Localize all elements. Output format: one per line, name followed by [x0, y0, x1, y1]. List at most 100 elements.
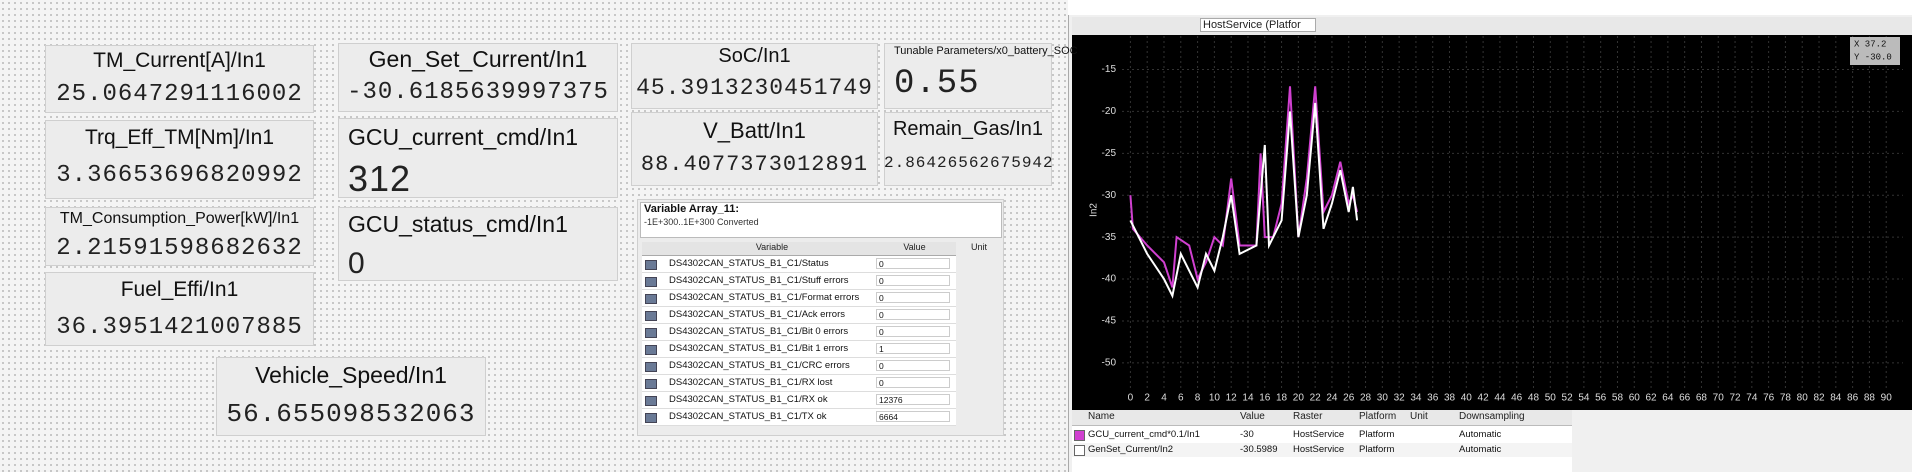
row-icon[interactable] — [645, 396, 657, 406]
x-tick-label: 58 — [1612, 393, 1624, 404]
variable-value[interactable]: 0 — [876, 258, 950, 269]
display-value: 45.3913230451749 — [636, 75, 873, 101]
x-tick-label: 14 — [1242, 393, 1254, 404]
variable-value[interactable]: 6664 — [876, 411, 950, 422]
plot-background — [1072, 35, 1912, 410]
display-label: Trq_Eff_TM[Nm]/In1 — [84, 126, 275, 149]
display-panel — [884, 43, 1052, 109]
display-panel — [338, 43, 618, 112]
variable-name: DS4302CAN_STATUS_B1_C1/CRC errors — [669, 360, 850, 371]
raster-select[interactable]: HostService (Platfor — [1200, 18, 1316, 32]
x-tick-label: 8 — [1195, 393, 1201, 404]
series-line — [1129, 86, 1359, 288]
legend-cell: Automatic — [1459, 444, 1502, 455]
x-tick-label: 44 — [1494, 393, 1506, 404]
table-header: Value — [903, 242, 926, 252]
y-axis-label: In2 — [1089, 203, 1100, 217]
x-tick-label: 10 — [1209, 393, 1221, 404]
row-icon[interactable] — [645, 311, 657, 321]
variable-value[interactable]: 0 — [876, 360, 950, 371]
x-tick-label: 68 — [1696, 393, 1708, 404]
legend-row — [1072, 428, 1572, 442]
x-tick-label: 6 — [1178, 393, 1184, 404]
x-tick-label: 50 — [1545, 393, 1557, 404]
x-tick-label: 20 — [1293, 393, 1305, 404]
variable-value[interactable]: 0 — [876, 275, 950, 286]
variable-name: DS4302CAN_STATUS_B1_C1/Stuff errors — [669, 275, 849, 286]
table-header-row — [642, 242, 956, 256]
x-tick-label: 78 — [1780, 393, 1792, 404]
variable-array-subtitle: -1E+300..1E+300 Converted — [644, 217, 759, 227]
x-tick-label: 12 — [1226, 393, 1238, 404]
x-tick-label: 86 — [1847, 393, 1859, 404]
display-label: V_Batt/In1 — [703, 118, 806, 143]
x-tick-label: 28 — [1360, 393, 1372, 404]
display-value: 0 — [348, 247, 366, 280]
variable-name: DS4302CAN_STATUS_B1_C1/TX ok — [669, 411, 827, 422]
display-value: 56.655098532063 — [226, 399, 476, 429]
cursor-readout-x: X 37.2 — [1854, 39, 1886, 49]
variable-value[interactable]: 0 — [876, 292, 950, 303]
x-tick-label: 88 — [1864, 393, 1876, 404]
x-tick-label: 26 — [1343, 393, 1355, 404]
variable-value[interactable]: 12376 — [876, 394, 950, 405]
display-value: 3.36653696820992 — [56, 162, 303, 189]
row-icon[interactable] — [645, 260, 657, 270]
cursor-readout-y: Y -30.0 — [1854, 52, 1892, 62]
legend-cell: -30 — [1240, 429, 1254, 440]
variable-name: DS4302CAN_STATUS_B1_C1/Status — [669, 258, 829, 269]
legend-header: Value — [1240, 411, 1265, 422]
row-icon[interactable] — [645, 379, 657, 389]
y-tick-label: -30 — [1102, 190, 1117, 201]
variable-array-title: Variable Array_11: — [644, 203, 739, 215]
row-icon[interactable] — [645, 277, 657, 287]
display-panel — [338, 118, 618, 198]
display-value: 2.86426562675942 — [884, 154, 1054, 172]
x-tick-label: 46 — [1511, 393, 1523, 404]
variable-value[interactable]: 0 — [876, 309, 950, 320]
variable-value[interactable]: 1 — [876, 343, 950, 354]
x-tick-label: 16 — [1259, 393, 1271, 404]
x-tick-label: 48 — [1528, 393, 1540, 404]
display-value: 0.55 — [894, 65, 980, 103]
variable-name: DS4302CAN_STATUS_B1_C1/RX ok — [669, 394, 828, 405]
y-tick-label: -15 — [1102, 64, 1117, 75]
x-tick-label: 22 — [1310, 393, 1322, 404]
display-panel — [338, 207, 618, 281]
display-panel — [631, 43, 878, 109]
display-panel — [45, 207, 314, 266]
x-tick-label: 90 — [1881, 393, 1893, 404]
x-tick-label: 82 — [1813, 393, 1825, 404]
x-tick-label: 0 — [1128, 393, 1134, 404]
x-tick-label: 66 — [1679, 393, 1691, 404]
x-tick-label: 54 — [1578, 393, 1590, 404]
row-icon[interactable] — [645, 345, 657, 355]
legend-row — [1072, 443, 1572, 457]
variable-name: DS4302CAN_STATUS_B1_C1/RX lost — [669, 377, 833, 388]
display-label: SoC/In1 — [718, 45, 791, 67]
plot-toolbar — [1072, 17, 1912, 36]
row-icon[interactable] — [645, 413, 657, 423]
legend-swatch[interactable] — [1074, 430, 1085, 441]
legend-header: Raster — [1293, 411, 1323, 422]
variable-value[interactable]: 0 — [876, 326, 950, 337]
row-icon[interactable] — [645, 294, 657, 304]
legend-swatch[interactable] — [1074, 445, 1085, 456]
display-label: Gen_Set_Current/In1 — [368, 46, 588, 72]
display-value: 88.4077373012891 — [640, 152, 869, 177]
x-tick-label: 18 — [1276, 393, 1288, 404]
display-panel — [45, 45, 314, 113]
row-icon[interactable] — [645, 328, 657, 338]
row-icon[interactable] — [645, 362, 657, 372]
y-tick-label: -35 — [1102, 232, 1117, 243]
display-label: GCU_current_cmd/In1 — [348, 124, 579, 150]
x-tick-label: 32 — [1394, 393, 1406, 404]
display-panel — [884, 112, 1052, 186]
display-panel — [631, 112, 878, 186]
display-label: Fuel_Effi/In1 — [120, 278, 239, 301]
x-tick-label: 36 — [1427, 393, 1439, 404]
x-tick-label: 56 — [1595, 393, 1607, 404]
variable-value[interactable]: 0 — [876, 377, 950, 388]
display-label: Tunable Parameters/x0_battery_SOC — [894, 45, 1078, 57]
